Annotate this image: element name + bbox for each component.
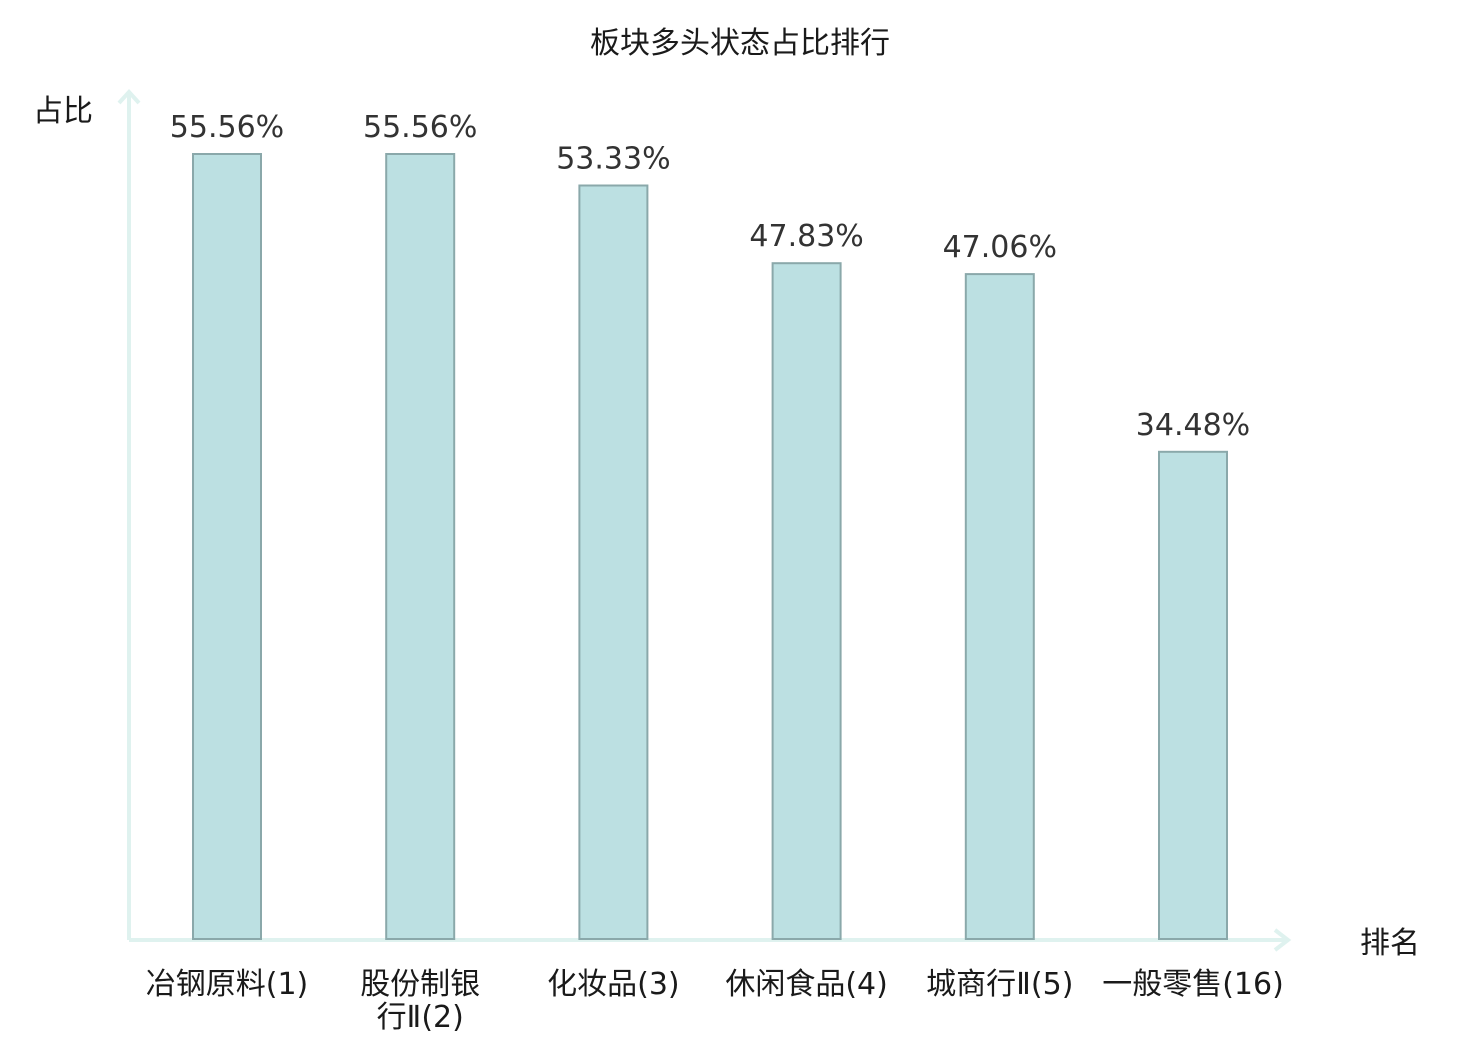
bar-value-label: 47.83%	[749, 219, 863, 254]
bar	[578, 184, 649, 940]
x-tick-label: 一般零售(16)	[1102, 967, 1284, 1002]
bar	[192, 153, 262, 940]
chart-title: 板块多头状态占比排行	[590, 26, 890, 61]
x-tick-label: 休闲食品(4)	[725, 967, 888, 1002]
bar	[385, 153, 456, 940]
bar	[1158, 450, 1228, 940]
bar-value-label: 47.06%	[943, 230, 1057, 265]
y-axis-label: 占比	[33, 94, 93, 129]
bar	[771, 262, 842, 940]
axes	[117, 89, 1292, 952]
bar	[964, 273, 1035, 941]
bars-group	[192, 153, 1228, 941]
bar-value-label: 55.56%	[363, 110, 477, 145]
y-axis-arrow	[117, 89, 141, 105]
x-tick-label: 股份制银	[360, 967, 480, 1002]
value-labels-group: 55.56% 55.56% 53.33% 47.83% 47.06% 34.48%	[170, 110, 1250, 443]
x-tick-label: 城商行Ⅱ(5)	[926, 967, 1073, 1002]
bar-value-label: 55.56%	[170, 110, 284, 145]
bar-value-label: 34.48%	[1136, 408, 1250, 443]
x-axis-arrow	[1273, 928, 1292, 952]
x-tick-label: 冶钢原料(1)	[146, 967, 309, 1002]
x-axis-label: 排名	[1360, 926, 1420, 961]
bar-value-label: 53.33%	[556, 142, 670, 177]
x-tick-label: 行Ⅱ(2)	[377, 1000, 464, 1035]
x-tick-label: 化妆品(3)	[547, 967, 680, 1002]
